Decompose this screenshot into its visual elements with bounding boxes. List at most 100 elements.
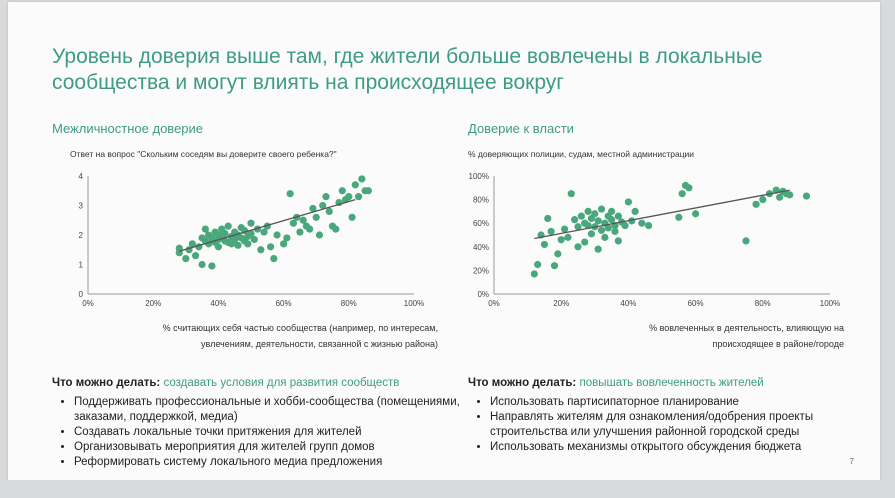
left-data-point — [182, 255, 190, 263]
right-x-tick-label: 20% — [553, 299, 569, 308]
left-actions-lead: Что можно делать: — [52, 377, 161, 389]
right-data-point — [624, 198, 632, 206]
right-subtitle: Доверие к власти — [468, 121, 574, 136]
left-data-point — [354, 193, 363, 201]
left-x-tick-label: 100% — [404, 299, 424, 308]
list-item: Создавать локальные точки притяжения для… — [74, 425, 462, 440]
page-number: 7 — [849, 457, 854, 466]
left-y-tick-label: 2 — [79, 231, 84, 240]
right-y-tick-label: 80% — [473, 196, 489, 205]
left-data-point — [286, 190, 294, 198]
right-data-point — [567, 190, 575, 198]
left-data-point — [266, 243, 275, 251]
left-data-point — [338, 187, 346, 195]
right-data-point — [638, 219, 646, 227]
right-data-point — [594, 217, 602, 225]
right-x-tick-label: 40% — [620, 299, 636, 308]
left-data-point — [201, 225, 209, 233]
left-data-point — [270, 255, 278, 263]
left-x-caption-line1: % считающих себя частью сообщества (напр… — [162, 323, 438, 333]
right-x-caption-line1: % вовлеченных в деятельность, влияющую н… — [649, 323, 844, 333]
right-data-point — [604, 224, 612, 232]
right-actions-heading: Что можно делать: повышать вовлеченность… — [468, 376, 853, 391]
right-data-point — [628, 217, 636, 225]
left-data-point — [364, 187, 372, 195]
right-x-tick-label: 80% — [755, 299, 771, 308]
right-y-tick-label: 60% — [473, 219, 489, 228]
left-data-point — [358, 175, 366, 183]
right-x-caption: % вовлеченных в деятельность, влияющую н… — [478, 320, 844, 352]
left-data-point — [224, 222, 232, 230]
right-data-point — [534, 260, 542, 269]
right-data-point — [678, 190, 686, 198]
right-data-point — [571, 216, 579, 224]
left-data-point — [198, 260, 206, 269]
right-data-point — [608, 207, 616, 215]
right-data-point — [557, 236, 565, 244]
left-data-point — [319, 201, 327, 210]
left-data-point — [312, 213, 320, 221]
left-actions: Что можно делать: создавать условия для … — [52, 376, 462, 470]
right-data-point — [547, 227, 555, 236]
right-data-point — [675, 213, 683, 221]
left-data-point — [299, 216, 307, 224]
left-data-point — [280, 240, 288, 248]
left-x-caption: % считающих себя частью сообщества (напр… — [68, 320, 438, 352]
right-data-point — [597, 205, 606, 213]
left-data-point — [273, 231, 281, 239]
right-data-point — [631, 207, 639, 215]
right-x-caption-line2: происходящее в районе/городе — [712, 339, 844, 349]
left-data-point — [345, 193, 353, 201]
left-data-point — [257, 246, 265, 254]
right-data-point — [611, 227, 619, 236]
left-data-point — [296, 228, 304, 236]
left-subtitle: Межличностное доверие — [52, 121, 204, 136]
left-trend-line — [179, 198, 356, 252]
right-data-point — [692, 210, 700, 218]
right-data-point — [577, 212, 585, 220]
right-data-point — [802, 192, 811, 200]
right-data-point — [685, 184, 693, 192]
right-data-point — [742, 237, 750, 245]
right-data-point — [554, 250, 562, 258]
right-data-point — [584, 207, 592, 215]
right-data-point — [574, 223, 582, 231]
right-data-point — [544, 214, 552, 223]
right-y-tick-label: 0% — [477, 290, 489, 299]
right-data-point — [608, 216, 616, 224]
right-scatter-chart: 0% 20% 40% 60% 80% 100% 0% 20% 40% 60% 80% 100% — [469, 172, 841, 308]
right-actions-highlight: повышать вовлеченность жителей — [579, 377, 764, 389]
right-y-tick-label: 20% — [473, 266, 489, 275]
left-data-point — [348, 213, 356, 221]
right-bullet-list: Использовать партисипаторное планировани… — [468, 395, 853, 455]
left-data-point — [247, 219, 255, 227]
left-bullet-list: Поддерживать профессиональные и хобби-со… — [52, 395, 462, 470]
left-x-tick-label: 60% — [276, 299, 292, 308]
right-data-point — [759, 196, 767, 204]
right-data-point — [591, 210, 599, 218]
list-item: Реформировать систему локального медиа п… — [74, 455, 462, 470]
left-data-point — [332, 225, 340, 233]
left-data-point — [208, 262, 216, 270]
left-data-point — [283, 234, 291, 242]
left-actions-highlight: создавать условия для развития сообществ — [163, 377, 400, 389]
left-x-tick-label: 40% — [210, 299, 226, 308]
left-data-point — [306, 225, 314, 233]
left-data-point — [250, 235, 258, 244]
slide: Уровень доверия выше там, где жители бол… — [8, 2, 880, 480]
left-data-point — [260, 228, 268, 236]
right-data-point — [614, 212, 622, 220]
list-item: Организовывать мероприятия для жителей г… — [74, 440, 462, 455]
slide-title: Уровень доверия выше там, где жители бол… — [52, 45, 763, 94]
right-actions-lead: Что можно делать: — [468, 377, 577, 389]
right-data-point — [581, 238, 589, 246]
right-data-point — [540, 240, 548, 249]
left-data-point — [188, 240, 196, 248]
right-x-tick-label: 0% — [488, 299, 500, 308]
left-data-point — [244, 240, 252, 248]
left-y-tick-label: 4 — [79, 172, 84, 181]
left-data-point — [289, 219, 297, 227]
left-data-point — [247, 229, 255, 238]
left-scatter-chart: 0% 20% 40% 60% 80% 100% 0 1 2 3 4 — [79, 172, 425, 308]
left-data-point — [309, 204, 317, 213]
